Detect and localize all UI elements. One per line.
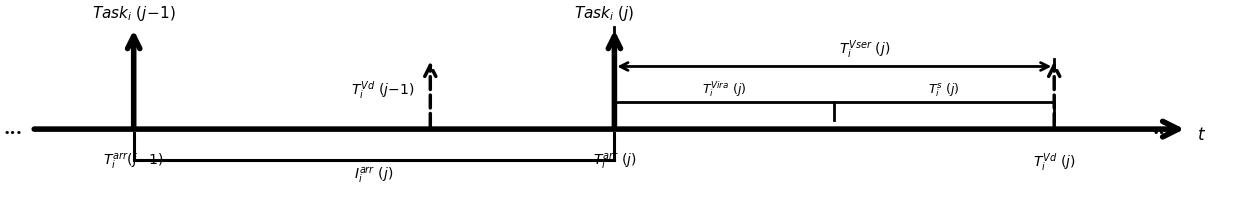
Text: $T_i^{Vser}\ (j)$: $T_i^{Vser}\ (j)$ — [839, 38, 891, 61]
Text: $T_i^{Vira}\ (j)$: $T_i^{Vira}\ (j)$ — [703, 79, 747, 99]
Text: ...: ... — [1152, 120, 1171, 138]
Text: $T_i^{arr}(j\!-\!1)$: $T_i^{arr}(j\!-\!1)$ — [103, 151, 164, 171]
Text: $t$: $t$ — [1197, 127, 1207, 144]
Text: $T_i^{s}\ (j)$: $T_i^{s}\ (j)$ — [928, 81, 960, 99]
Text: $Task_i\ (j\!-\!1)$: $Task_i\ (j\!-\!1)$ — [92, 4, 176, 23]
Text: ...: ... — [4, 120, 22, 138]
Text: $T_i^{Vd}\ (j\!-\!1)$: $T_i^{Vd}\ (j\!-\!1)$ — [351, 80, 415, 101]
Text: $I_i^{arr}\ (j)$: $I_i^{arr}\ (j)$ — [354, 165, 394, 185]
Text: $T_i^{Vd}\ (j)$: $T_i^{Vd}\ (j)$ — [1033, 151, 1075, 173]
Text: $T_i^{arr}\ (j)$: $T_i^{arr}\ (j)$ — [592, 151, 637, 171]
Text: $Task_i\ (j)$: $Task_i\ (j)$ — [574, 4, 634, 23]
